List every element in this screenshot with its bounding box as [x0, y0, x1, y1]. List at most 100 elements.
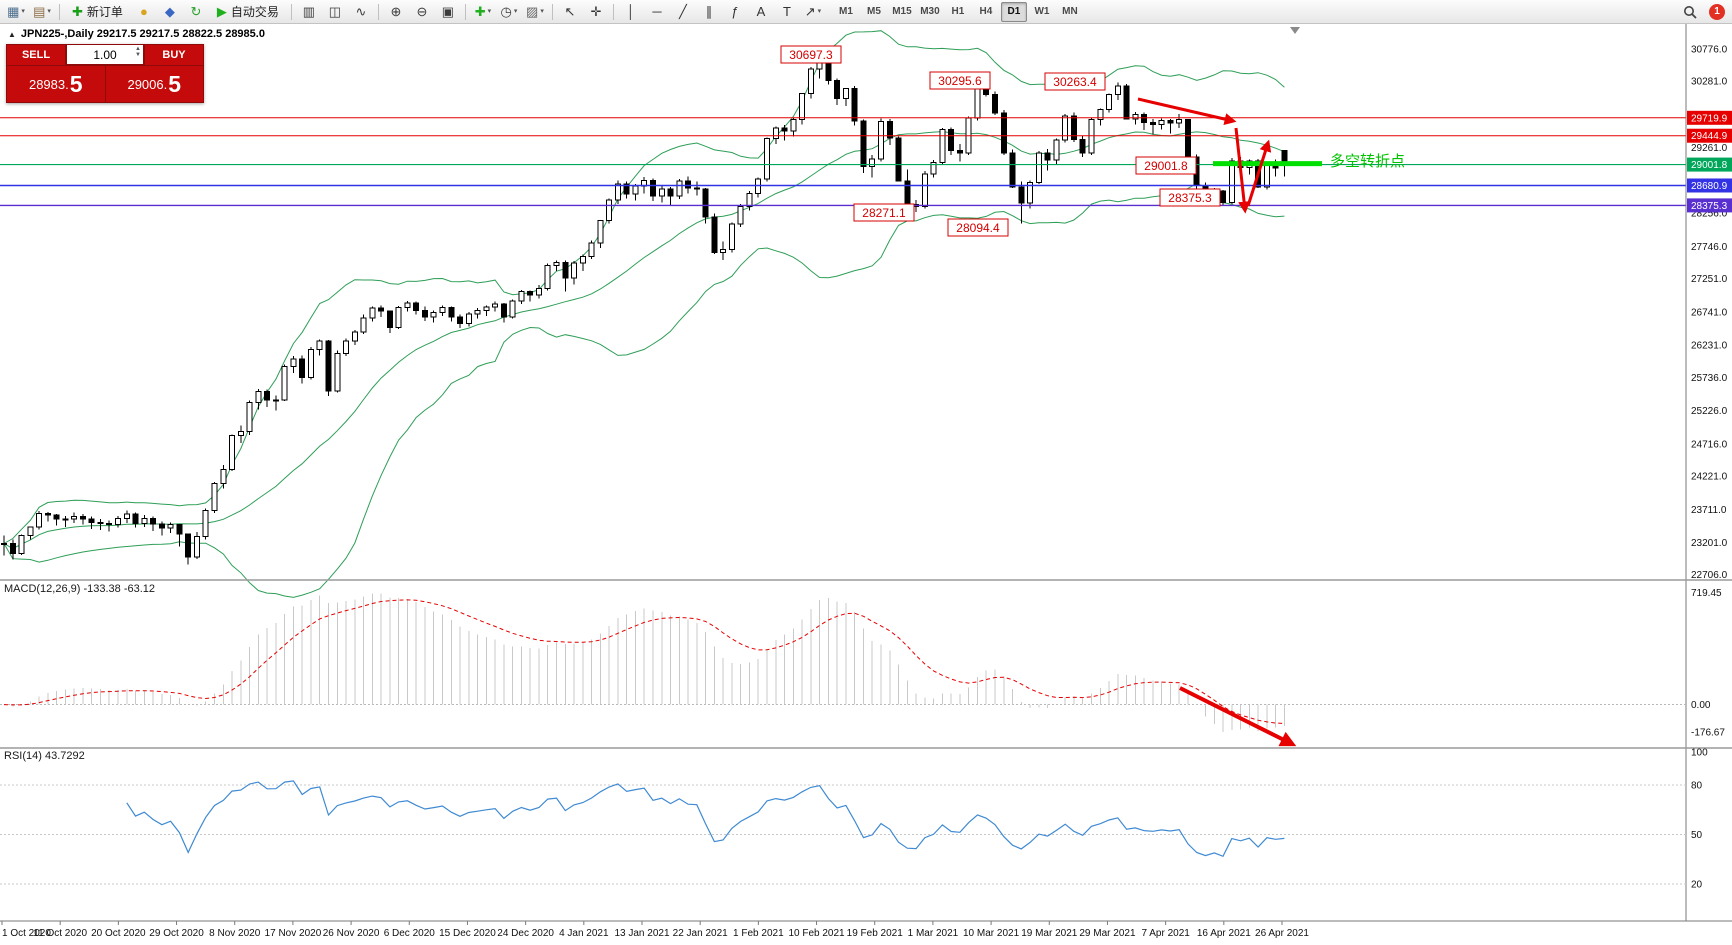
wallet-icon[interactable]: ◆	[164, 4, 175, 19]
timeframe-h1[interactable]: H1	[951, 6, 965, 17]
price-annotation[interactable]: 30263.4	[1044, 72, 1106, 91]
candle-body	[465, 313, 472, 325]
svg-text:28094.4: 28094.4	[956, 221, 1000, 235]
new-chart-icon[interactable]: ▦ ▾	[7, 4, 25, 19]
zoom-in-icon[interactable]: ⊕	[390, 4, 402, 19]
tile-windows-icon[interactable]: ▣	[441, 4, 455, 19]
timeframe-m5[interactable]: M5	[866, 6, 881, 17]
bar-chart-icon[interactable]: ▥	[302, 4, 316, 19]
candle-body	[720, 248, 727, 254]
candle-body	[939, 129, 946, 164]
volume-up-icon[interactable]: ▲	[135, 46, 141, 52]
candle-body	[1, 543, 7, 546]
cursor-icon[interactable]: ↖	[564, 4, 576, 19]
volume-spinner[interactable]: ▲ ▼	[135, 46, 141, 58]
trendline-icon[interactable]: ╱	[679, 4, 687, 19]
svg-text:28680.9: 28680.9	[1691, 181, 1728, 192]
timeframe-m30[interactable]: M30	[920, 6, 940, 17]
notification-badge[interactable]: 1	[1709, 3, 1725, 20]
candle-body	[641, 179, 648, 187]
candlestick-icon[interactable]: ◫	[328, 4, 342, 19]
price-axis-badge: 28375.3	[1687, 198, 1732, 213]
volume-field[interactable]: 1.00 ▲ ▼	[66, 45, 144, 65]
volume-down-icon[interactable]: ▼	[135, 52, 141, 58]
vertical-line-icon[interactable]: │	[626, 4, 635, 19]
chart-shift-marker[interactable]	[1290, 27, 1300, 34]
timeframe-m1[interactable]: M1	[838, 6, 853, 17]
macd-axis-label: 0.00	[1691, 700, 1711, 711]
macd-arrow[interactable]	[1179, 686, 1297, 747]
candle-body	[404, 302, 411, 308]
coins-icon[interactable]: ●	[139, 4, 148, 19]
sell-button[interactable]: SELL	[7, 45, 66, 65]
crosshair-icon[interactable]: ✛	[590, 4, 602, 19]
candle-body	[869, 158, 876, 168]
date-axis-label: 11 Oct 2020	[33, 928, 87, 939]
price-annotation[interactable]: 30697.3	[780, 45, 842, 64]
svg-text:30263.4: 30263.4	[1053, 75, 1097, 89]
trend-arrow-2[interactable]	[1234, 127, 1251, 214]
search-icon[interactable]	[1678, 1, 1702, 23]
sell-price[interactable]: 28983. 5	[28, 70, 83, 97]
candle-body	[229, 435, 236, 470]
price-annotation[interactable]: 29001.8	[1135, 156, 1197, 175]
price-annotation[interactable]: 28375.3	[1159, 188, 1221, 207]
candle-body	[18, 534, 25, 555]
chart-note-text[interactable]: 多空转折点	[1330, 153, 1405, 170]
candle-body	[1079, 138, 1086, 154]
date-axis-label: 7 Apr 2021	[1141, 928, 1190, 939]
candle-body	[886, 121, 893, 139]
timeframe-h4[interactable]: H4	[979, 6, 993, 17]
autotrading-button[interactable]: ▶ 自动交易	[216, 4, 279, 19]
date-axis-label: 8 Nov 2020	[209, 928, 261, 939]
timeframe-d1[interactable]: D1	[1000, 1, 1027, 22]
channel-icon[interactable]: ∥	[705, 4, 713, 19]
svg-text:29719.9: 29719.9	[1691, 113, 1728, 124]
volume-value[interactable]: 1.00	[93, 47, 117, 62]
periods-icon[interactable]: ◷ ▾	[500, 4, 518, 19]
toolbar-icon-group: ▦ ▾ ▤ ▾ ✚ 新订单 ● ◆ ↻ ▶ 自动交易 ▥ ◫ ∿ ⊕ ⊖ ▣ ✚ ▾ ◷ ▾ ▨ ▾ ↖ ✛ │ ─ ╱ ∥ ƒ A T ↗ ▾	[3, 0, 826, 23]
profiles-icon[interactable]: ▤ ▾	[33, 4, 51, 19]
community-icon[interactable]: ↻	[190, 4, 202, 19]
timeframe-m15[interactable]: M15	[892, 6, 912, 17]
new-order-button[interactable]: ✚ 新订单	[72, 4, 123, 19]
timeframe-mn[interactable]: MN	[1062, 6, 1078, 17]
trend-arrow-1[interactable]	[1137, 97, 1237, 125]
text-icon[interactable]: A	[756, 4, 766, 19]
fibonacci-icon[interactable]: ƒ	[731, 4, 739, 19]
date-axis-label: 1 Oct 2020	[2, 928, 51, 939]
candle-body	[992, 93, 999, 114]
candle-body	[62, 518, 69, 521]
candle-body	[895, 137, 902, 182]
timeframe-w1[interactable]: W1	[1034, 6, 1050, 17]
price-axis-badge: 29444.9	[1687, 128, 1732, 143]
buy-price[interactable]: 29006. 5	[104, 66, 204, 102]
candle-body	[413, 302, 420, 312]
toolbar-separator	[551, 3, 553, 20]
candle-body	[649, 179, 656, 197]
candle-body	[711, 216, 718, 254]
zoom-out-icon[interactable]: ⊖	[416, 4, 428, 19]
templates-icon[interactable]: ▨ ▾	[526, 4, 544, 19]
buy-button[interactable]: BUY	[144, 45, 203, 65]
candle-body	[1070, 115, 1077, 140]
panel-toggle-icon[interactable]: ▲	[8, 29, 16, 39]
line-chart-icon[interactable]: ∿	[355, 4, 367, 19]
indicators-icon[interactable]: ✚ ▾	[474, 4, 492, 19]
arrows-icon[interactable]: ↗ ▾	[804, 4, 822, 19]
candle-body	[623, 183, 630, 195]
price-axis-label: 23711.0	[1691, 505, 1727, 516]
candle-body	[1158, 119, 1165, 125]
svg-text:29001.8: 29001.8	[1691, 160, 1728, 171]
candle-body	[518, 290, 525, 302]
price-annotation[interactable]: 28271.1	[853, 203, 915, 222]
price-annotation[interactable]: 30295.6	[929, 71, 991, 90]
horizontal-line-icon[interactable]: ─	[652, 4, 662, 19]
candle-body	[693, 187, 700, 190]
price-annotation[interactable]: 28094.4	[947, 218, 1009, 237]
trend-arrow-3[interactable]	[1246, 139, 1272, 207]
label-icon[interactable]: T	[782, 4, 791, 19]
symbol-ohlc-text: JPN225-,Daily 29217.5 29217.5 28822.5 28…	[20, 28, 265, 40]
